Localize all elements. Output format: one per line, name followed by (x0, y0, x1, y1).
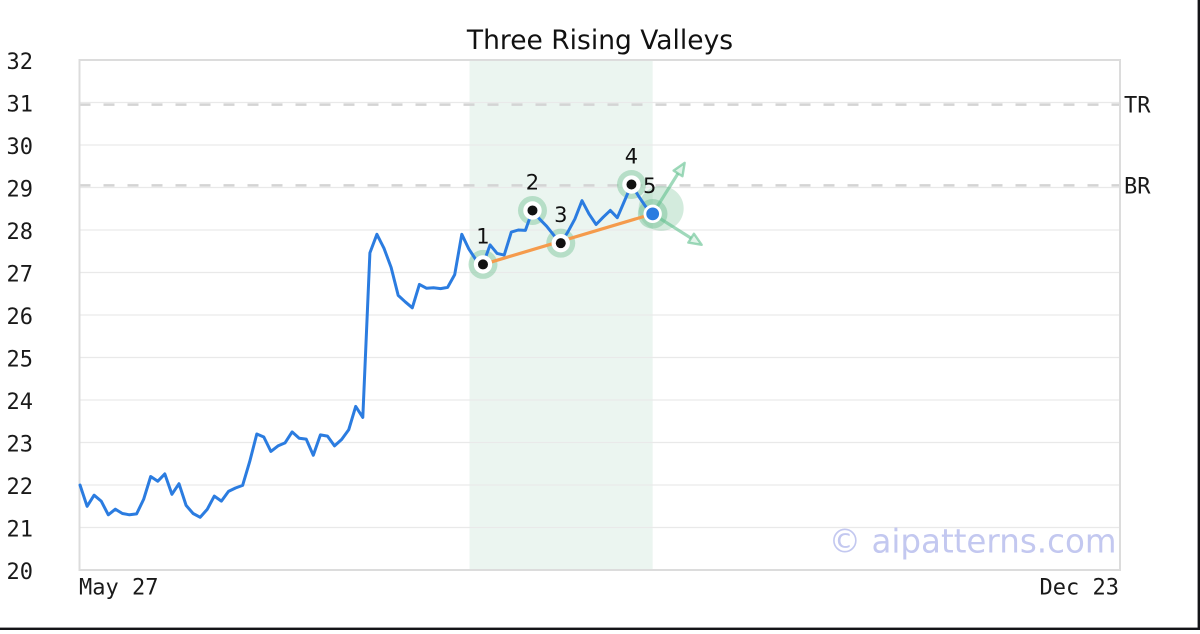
level-label-tr: TR (1124, 94, 1151, 119)
y-tick-label-30: 30 (7, 135, 34, 160)
pattern-point-label-4: 4 (625, 145, 638, 169)
pattern-point-label-5: 5 (643, 174, 656, 198)
y-tick-label-26: 26 (7, 305, 34, 330)
y-tick-label-20: 20 (7, 560, 34, 585)
level-lines (79, 103, 1120, 187)
pattern-point-label-2: 2 (526, 170, 539, 194)
x-tick-label-start: May 27 (79, 576, 158, 601)
card-edge-right (1197, 0, 1200, 630)
pattern-point-label-3: 3 (554, 203, 567, 227)
y-tick-label-22: 22 (7, 475, 34, 500)
y-tick-label-28: 28 (7, 220, 34, 245)
y-tick-label-24: 24 (7, 390, 34, 415)
y-tick-label-23: 23 (7, 433, 34, 458)
pattern-point-labels: 1 23 45 (476, 145, 656, 249)
level-label-br: BR (1124, 174, 1151, 199)
y-tick-label-31: 31 (7, 93, 34, 118)
pattern-point-label-1: 1 (476, 224, 489, 248)
pattern-point-markers (473, 175, 662, 274)
chart-title: Three Rising Valleys (466, 25, 733, 56)
y-tick-label-29: 29 (7, 178, 34, 203)
plot-border (78, 59, 1121, 571)
y-tick-label-21: 21 (7, 518, 34, 543)
y-tick-label-32: 32 (7, 50, 34, 75)
y-axis-tick-labels: 20 21 22 23 24 25 26 27 28 29 30 31 32 (7, 50, 34, 585)
gridlines (79, 101, 1120, 529)
y-tick-label-27: 27 (7, 263, 34, 288)
y-tick-label-25: 25 (7, 348, 34, 373)
watermark: © aipatterns.com (829, 523, 1117, 561)
x-tick-label-end: Dec 23 (1040, 576, 1119, 601)
card-edge-bottom (0, 627, 1200, 630)
